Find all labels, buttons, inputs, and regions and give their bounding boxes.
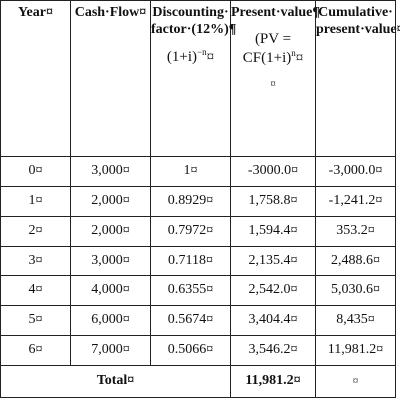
formula-text: (1+i) xyxy=(166,48,198,65)
total-value: 11,981.2¤ xyxy=(230,364,316,399)
formula-text: (PV = CF(1+i) xyxy=(242,30,292,66)
table-cell: -1,241.2¤ xyxy=(315,185,396,217)
exponent: n xyxy=(291,47,296,58)
header-text: Year¤ xyxy=(18,5,53,20)
table-cell: 2,000¤ xyxy=(70,185,151,217)
table-cell: 11,981.2¤ xyxy=(315,334,396,366)
table-cell: 5,030.6¤ xyxy=(315,275,396,307)
formula: (PV = CF(1+i)n¤ xyxy=(231,30,315,67)
table-cell: 0.7972¤ xyxy=(150,215,231,247)
header-cell: Year¤ xyxy=(0,0,71,158)
table-row: 4¤ 4,000¤ 0.6355¤ 2,542.0¤ 5,030.6¤ xyxy=(0,275,396,307)
table-row: 5¤ 6,000¤ 0.5674¤ 3,404.4¤ 8,435¤ xyxy=(0,305,396,336)
table-cell: 2,488.6¤ xyxy=(315,245,396,277)
table-cell: 4¤ xyxy=(0,275,71,307)
total-label: Total¤ xyxy=(0,364,231,399)
table-cell: 0.5066¤ xyxy=(150,334,231,366)
table-cell: 2,000¤ xyxy=(70,215,151,247)
table-cell: 5¤ xyxy=(0,305,71,336)
table-cell: 3,000¤ xyxy=(70,245,151,277)
table-cell: 353.2¤ xyxy=(315,215,396,247)
table-cell: 0¤ xyxy=(0,156,71,187)
table-row: 0¤ 3,000¤ 1¤ -3000.0¤ -3,000.0¤ xyxy=(0,156,396,187)
table-body: 0¤ 3,000¤ 1¤ -3000.0¤ -3,000.0¤ 1¤ 2,000¤ 0.892… xyxy=(0,156,396,366)
total-row: Total¤ 11,981.2¤ ¤ xyxy=(0,364,396,399)
formula-mark: ¤ xyxy=(206,48,215,65)
table-cell: 1¤ xyxy=(150,156,231,187)
table-cell: 0.7118¤ xyxy=(150,245,231,277)
header-cell: Present·value¶ (PV = CF(1+i)n¤ ¤ xyxy=(230,0,320,158)
exponent: −n xyxy=(197,46,207,57)
table-cell: 2,135.4¤ xyxy=(230,245,316,277)
header-cell: Cash·Flow¤ xyxy=(70,0,151,158)
table-row: 6¤ 7,000¤ 0.5066¤ 3,546.2¤ 11,981.2¤ xyxy=(0,334,396,366)
table-cell: 3,404.4¤ xyxy=(230,305,316,336)
table-cell: 6¤ xyxy=(0,334,71,366)
table-cell: 1,594.4¤ xyxy=(230,215,316,247)
table-cell: 3,546.2¤ xyxy=(230,334,316,366)
header-row: Year¤ Cash·Flow¤ Discounting· factor·(12… xyxy=(0,0,400,158)
header-text: Present·value¶ xyxy=(231,5,320,20)
table-cell: 7,000¤ xyxy=(70,334,151,366)
table-cell: 4,000¤ xyxy=(70,275,151,307)
table-row: 2¤ 2,000¤ 0.7972¤ 1,594.4¤ 353.2¤ xyxy=(0,215,396,247)
formula: (1+i)−n¤ xyxy=(167,47,214,66)
table-cell: 3,000¤ xyxy=(70,156,151,187)
header-cell: Cumulative· present·value¤ xyxy=(315,0,400,158)
header-text: Discounting· xyxy=(152,5,229,20)
table-cell: -3,000.0¤ xyxy=(315,156,396,187)
table-cell: 2,542.0¤ xyxy=(230,275,316,307)
header-text: present·value¤ xyxy=(316,21,400,37)
table-cell: -3000.0¤ xyxy=(230,156,316,187)
header-text: Cash·Flow¤ xyxy=(74,5,147,20)
header-text: Cumulative· xyxy=(318,5,393,20)
formula-end: ¤ xyxy=(295,49,304,66)
table-cell: 1,758.8¤ xyxy=(230,185,316,217)
total-empty: ¤ xyxy=(315,364,396,399)
table-cell: 3¤ xyxy=(0,245,71,277)
table-cell: 1¤ xyxy=(0,185,71,217)
header-cell: Discounting· factor·(12%)¶ (1+i)−n¤ xyxy=(150,0,236,158)
table-row: 3¤ 3,000¤ 0.7118¤ 2,135.4¤ 2,488.6¤ xyxy=(0,245,396,277)
table-cell: 0.6355¤ xyxy=(150,275,231,307)
table-cell: 0.5674¤ xyxy=(150,305,231,336)
table-cell: 0.8929¤ xyxy=(150,185,231,217)
table-row: 1¤ 2,000¤ 0.8929¤ 1,758.8¤ -1,241.2¤ xyxy=(0,185,396,217)
cell-mark: ¤ xyxy=(270,77,276,90)
header-text: factor·(12%)¶ xyxy=(151,21,237,37)
table-cell: 2¤ xyxy=(0,215,71,247)
table-cell: 6,000¤ xyxy=(70,305,151,336)
table-cell: 8,435¤ xyxy=(315,305,396,336)
